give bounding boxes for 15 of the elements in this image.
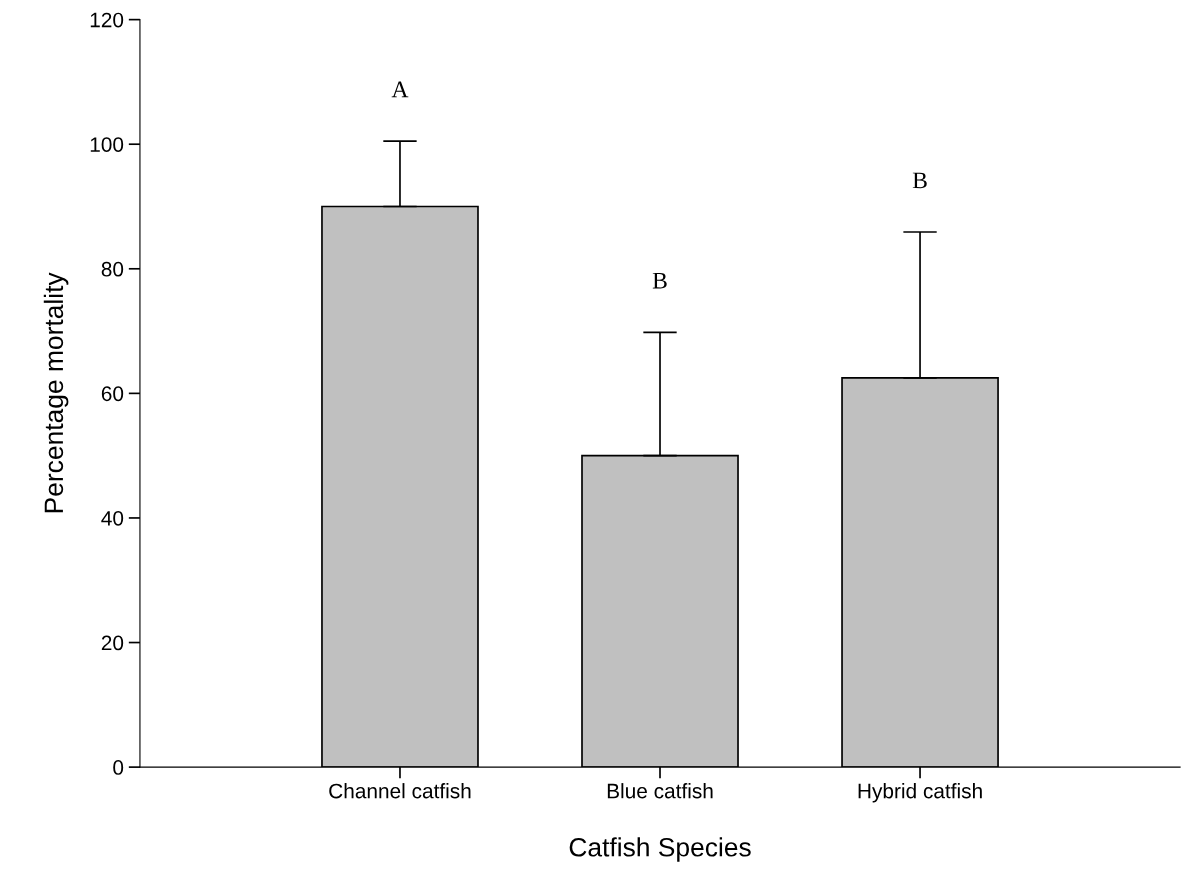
y-tick-label: 120 xyxy=(90,12,124,28)
annotation: B xyxy=(912,172,927,189)
y-tick-label: 60 xyxy=(101,386,124,402)
y-tick-label: 100 xyxy=(90,137,124,152)
y-tick-label: 20 xyxy=(101,635,124,651)
y-tick-label: 0 xyxy=(113,760,124,775)
x-axis-title: Catfish Species xyxy=(569,837,751,862)
annotation: B xyxy=(652,272,667,289)
x-tick-label: Blue catfish xyxy=(607,783,713,799)
annotation: A xyxy=(391,81,409,98)
y-tick-label: 40 xyxy=(101,510,124,526)
x-tick-label: Hybrid catfish xyxy=(858,783,982,803)
x-tick-label: Channel catfish xyxy=(329,783,471,799)
y-axis-title: Percentage mortality xyxy=(43,272,69,513)
y-tick-label: 80 xyxy=(101,261,124,277)
